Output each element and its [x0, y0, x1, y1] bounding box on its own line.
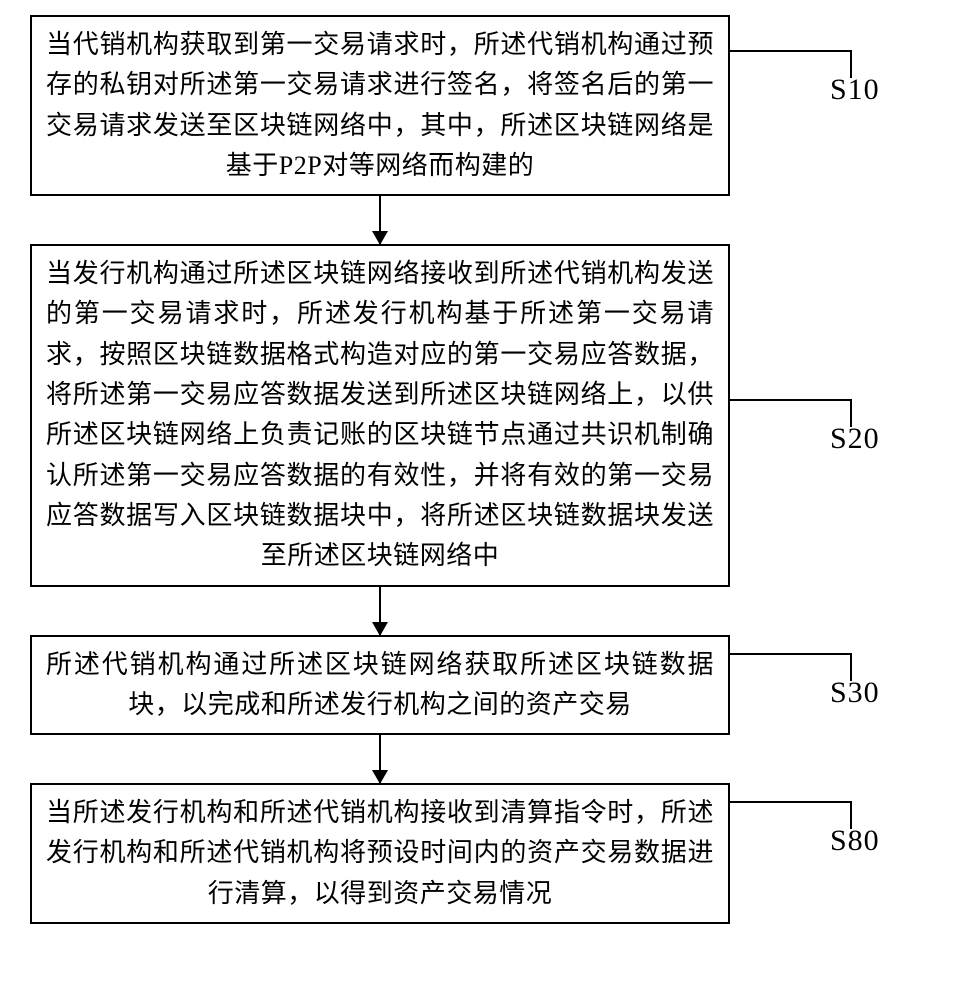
connector-h-s10: [730, 50, 850, 52]
step-text-s20: 当发行机构通过所述区块链网络接收到所述代销机构发送的第一交易请求时，所述发行机构…: [46, 259, 714, 570]
arrow-s10-s20: [30, 196, 730, 244]
step-s30: 所述代销机构通过所述区块链网络获取所述区块链数据块，以完成和所述发行机构之间的资…: [30, 635, 920, 736]
step-text-s80: 当所述发行机构和所述代销机构接收到清算指令时，所述发行机构和所述代销机构将预设时…: [46, 798, 714, 908]
step-s20: 当发行机构通过所述区块链网络接收到所述代销机构发送的第一交易请求时，所述发行机构…: [30, 244, 920, 586]
step-s10: 当代销机构获取到第一交易请求时，所述代销机构通过预存的私钥对所述第一交易请求进行…: [30, 15, 920, 196]
step-label-s30: S30: [830, 676, 880, 710]
flowchart-container: 当代销机构获取到第一交易请求时，所述代销机构通过预存的私钥对所述第一交易请求进行…: [30, 15, 920, 924]
arrow-s20-s30: [30, 587, 730, 635]
step-box-s30: 所述代销机构通过所述区块链网络获取所述区块链数据块，以完成和所述发行机构之间的资…: [30, 635, 730, 736]
connector-h-s20: [730, 399, 850, 401]
step-box-s80: 当所述发行机构和所述代销机构接收到清算指令时，所述发行机构和所述代销机构将预设时…: [30, 783, 730, 924]
step-label-s80: S80: [830, 824, 880, 858]
arrow-s30-s80: [30, 735, 730, 783]
step-label-s10: S10: [830, 73, 880, 107]
step-text-s10: 当代销机构获取到第一交易请求时，所述代销机构通过预存的私钥对所述第一交易请求进行…: [46, 30, 714, 180]
step-box-s20: 当发行机构通过所述区块链网络接收到所述代销机构发送的第一交易请求时，所述发行机构…: [30, 244, 730, 586]
connector-h-s80: [730, 801, 850, 803]
step-text-s30: 所述代销机构通过所述区块链网络获取所述区块链数据块，以完成和所述发行机构之间的资…: [46, 650, 714, 719]
step-s80: 当所述发行机构和所述代销机构接收到清算指令时，所述发行机构和所述代销机构将预设时…: [30, 783, 920, 924]
connector-h-s30: [730, 653, 850, 655]
step-label-s20: S20: [830, 422, 880, 456]
step-box-s10: 当代销机构获取到第一交易请求时，所述代销机构通过预存的私钥对所述第一交易请求进行…: [30, 15, 730, 196]
